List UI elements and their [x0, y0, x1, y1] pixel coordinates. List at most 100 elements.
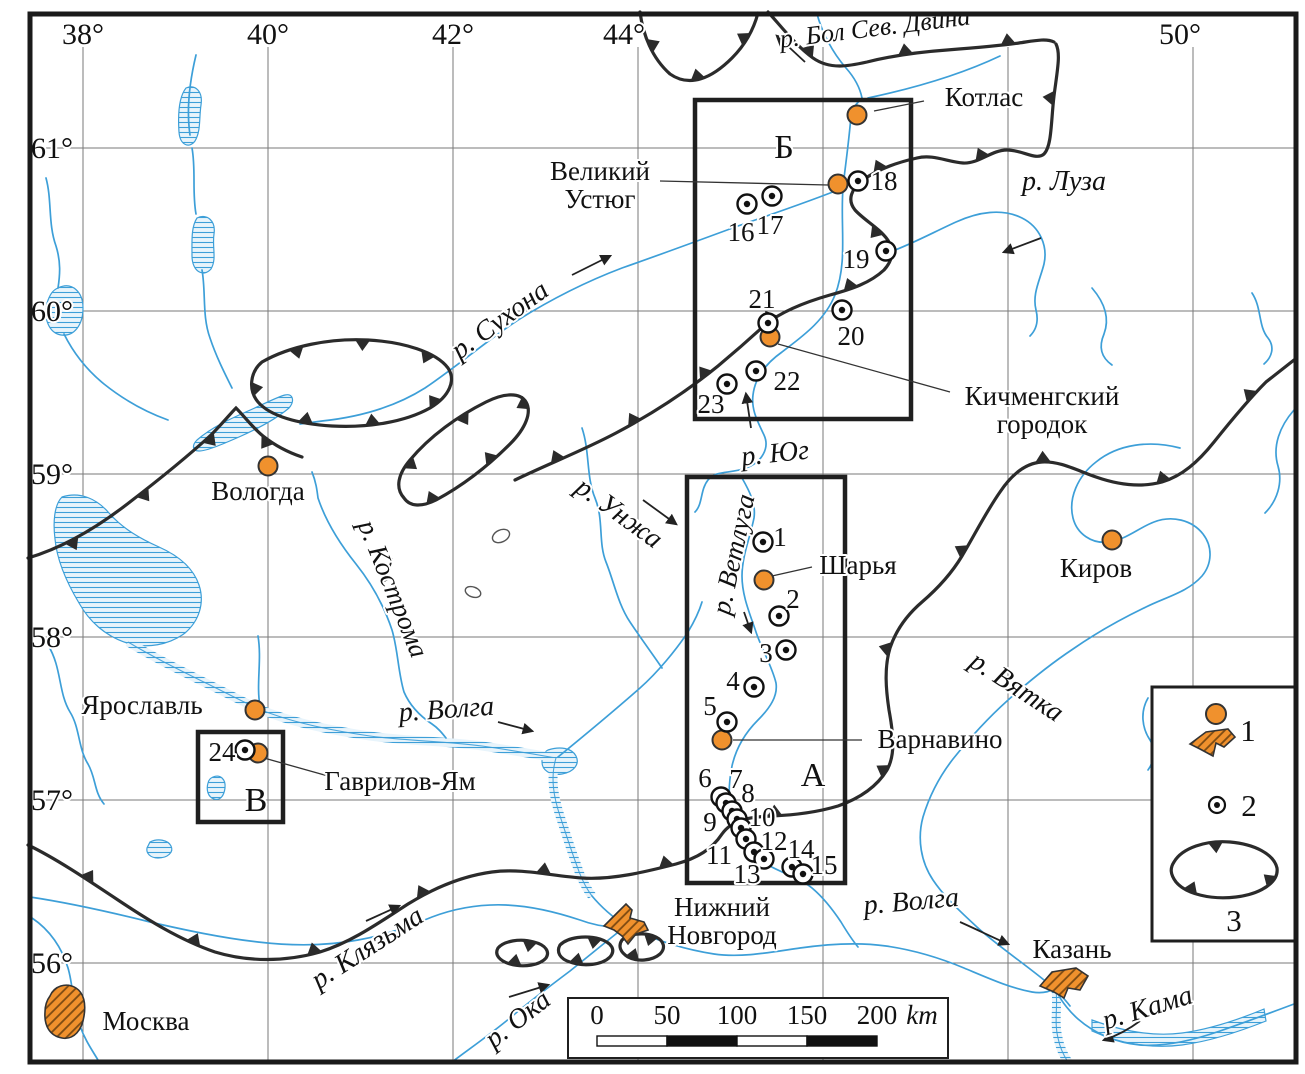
river-label: р. Юг: [738, 435, 811, 473]
longitude-label: 42°: [432, 18, 474, 51]
city-label-nizhny-novgorod: Нижний: [674, 892, 770, 922]
scalebar-segment: [736, 1035, 808, 1047]
contour-tooth: [898, 43, 914, 56]
longitude-label: 38°: [62, 18, 104, 51]
sample-point-5: [716, 711, 738, 733]
contour-tooth: [364, 413, 381, 426]
flow-klyazma: [365, 904, 402, 922]
river-vychegda: [867, 55, 1001, 99]
sample-point-17: [761, 185, 783, 207]
flow-kama: [1101, 1020, 1141, 1043]
contour-tooth: [64, 536, 79, 551]
sample-point-dot: [723, 380, 731, 388]
sample-point-dot: [241, 746, 249, 754]
sample-point-number-13: 13: [734, 859, 761, 889]
river-yaroslavl-trib: [257, 635, 261, 707]
river-label: р. Волга: [396, 691, 495, 729]
contour-tooth: [646, 39, 660, 53]
sample-point-number-17: 17: [757, 210, 784, 240]
legend-point-dot-icon: [1214, 802, 1220, 808]
contour-tooth: [1243, 389, 1258, 403]
city-label-nizhny-novgorod: Новгород: [667, 920, 777, 950]
sample-point-number-22: 22: [774, 366, 801, 396]
lake: [45, 285, 84, 336]
city-label-kazan: Казань: [1032, 934, 1111, 964]
scalebar-tick-label: 100: [717, 1000, 758, 1030]
river-sukhona: [299, 187, 844, 425]
contour-tooth: [737, 33, 751, 47]
river-luza-trib: [1091, 287, 1113, 366]
leader-veliky-ustyug: [659, 180, 829, 186]
legend-item-label-1: 1: [1240, 713, 1256, 748]
contour-tooth: [876, 765, 891, 779]
sample-point-number-14: 14: [788, 834, 816, 864]
structural-contours-layer: [26, 10, 1296, 1043]
sample-point-number-19: 19: [843, 244, 870, 274]
city-label-varnavino: Варнавино: [877, 724, 1002, 754]
river-beloe-in: [45, 177, 61, 289]
scalebar-segment: [666, 1035, 738, 1047]
river-kostroma: [311, 471, 447, 739]
sample-point-number-23: 23: [698, 389, 725, 419]
sample-point-3: [775, 639, 797, 661]
river-kama: [1057, 993, 1295, 1047]
contour-tooth: [1000, 33, 1016, 46]
river-right-squiggle-1: [1251, 292, 1273, 365]
flow-volga-east: [959, 921, 1011, 946]
contour-tooth: [954, 545, 969, 559]
study-area-box-А: [684, 474, 848, 886]
study-area-boxes-layer: [195, 97, 914, 886]
river-volga-reservoir-line: [552, 757, 593, 897]
contour-tooth: [975, 147, 990, 162]
contour-tooth: [535, 862, 552, 875]
flow-vetluga: [742, 611, 754, 635]
sample-point-number-12: 12: [761, 826, 788, 856]
sample-point-dot: [782, 646, 790, 654]
longitude-label: 44°: [603, 18, 645, 51]
sample-point-number-18: 18: [871, 166, 898, 196]
legend-city-dot-icon: [1205, 703, 1227, 725]
river-luza: [889, 211, 1046, 337]
sample-point-15: [792, 863, 814, 885]
study-area-letter-Б: Б: [774, 129, 794, 166]
sample-point-number-1: 1: [773, 522, 787, 552]
river-nw-river-1: [187, 54, 197, 136]
sample-point-13: [753, 848, 775, 870]
front-main-east: [915, 42, 1060, 165]
sample-point-dot: [882, 247, 890, 255]
contour-tooth: [426, 490, 441, 505]
flow-yug: [741, 391, 754, 429]
contour-tooth: [506, 953, 522, 967]
city-label-moskva: Москва: [103, 1006, 190, 1036]
sample-point-number-10: 10: [749, 802, 776, 832]
sample-point-22: [745, 360, 767, 382]
contour-tooth: [690, 68, 706, 82]
scalebar-segment: [806, 1035, 878, 1047]
lake: [146, 839, 173, 859]
leader-kichmengsky-gorodok: [777, 343, 951, 393]
contour-tooth: [1156, 470, 1171, 484]
lake: [191, 215, 215, 274]
study-area-box-Б: [692, 97, 914, 422]
city-dot-varnavino: [711, 729, 733, 751]
flow-sukhona: [571, 254, 613, 276]
island: [491, 528, 511, 544]
city-dot-yaroslavl: [244, 699, 266, 721]
city-dot-sharya: [753, 569, 775, 591]
sample-point-number-9: 9: [703, 807, 717, 837]
city-dot-veliky-ustyug: [827, 173, 849, 195]
contour-tooth: [80, 870, 94, 884]
sample-point-1: [752, 531, 774, 553]
scalebar-tick-label: 0: [590, 1000, 604, 1030]
contour-tooth: [186, 933, 201, 947]
contour-tooth: [288, 345, 304, 359]
sample-point-number-15: 15: [811, 850, 838, 880]
river-unzha: [581, 427, 663, 669]
contour-tooth: [624, 948, 640, 962]
flow-dvina: [775, 34, 806, 63]
contour-tooth: [202, 432, 216, 446]
river-vetluga: [728, 477, 859, 948]
sample-point-dot: [723, 718, 731, 726]
latitude-label: 59°: [31, 458, 73, 491]
